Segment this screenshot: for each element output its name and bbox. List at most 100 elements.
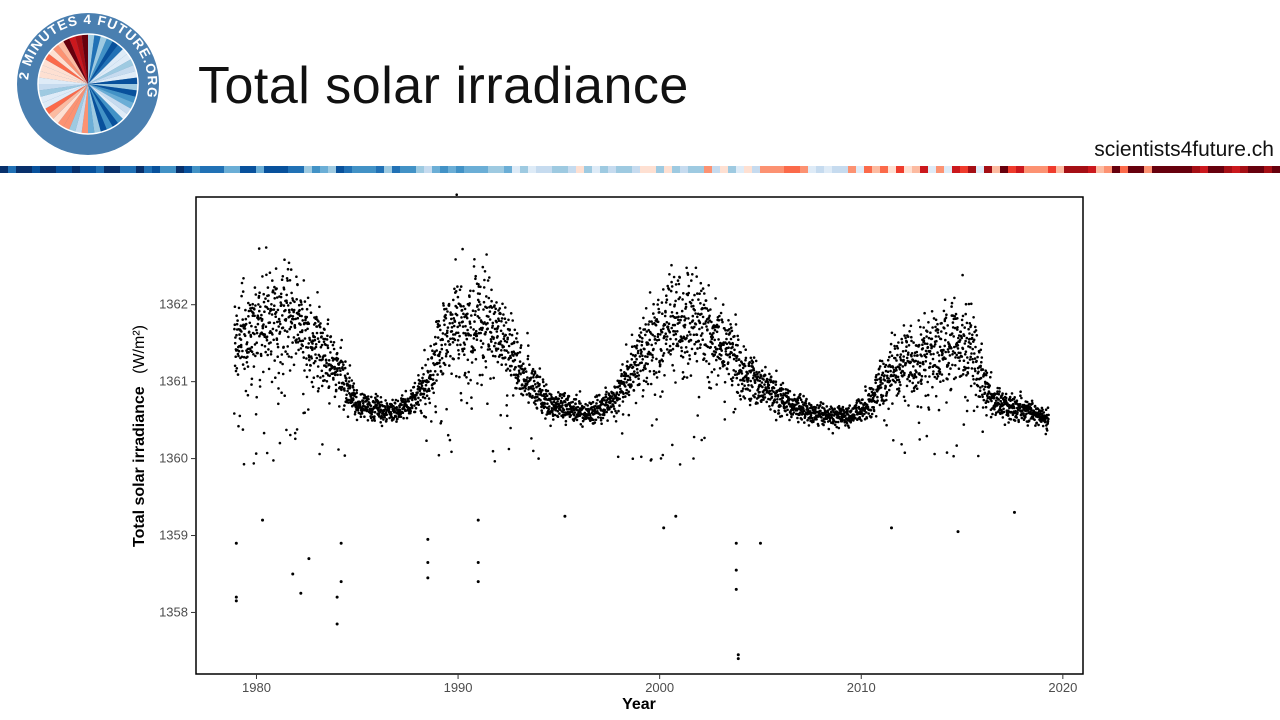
data-point (343, 389, 346, 392)
data-point (867, 392, 871, 396)
data-point (805, 397, 808, 401)
data-point (254, 293, 258, 296)
data-point (737, 383, 740, 387)
data-point (810, 406, 814, 409)
data-point (277, 317, 281, 321)
data-point (699, 334, 703, 337)
data-point (505, 340, 509, 344)
warming-stripe (328, 166, 336, 173)
data-point (675, 290, 678, 294)
data-point (301, 344, 304, 348)
data-point (276, 345, 280, 349)
data-point (769, 408, 772, 411)
data-point (573, 411, 577, 414)
data-point (636, 351, 640, 355)
data-point (931, 372, 935, 376)
data-point (1013, 406, 1016, 410)
data-point (682, 292, 685, 295)
data-point (975, 359, 978, 363)
logo-wedge (38, 84, 88, 97)
data-point (541, 389, 544, 392)
data-point (343, 374, 347, 377)
data-point (756, 372, 759, 376)
data-point (748, 403, 752, 407)
data-point (865, 416, 869, 420)
data-point (928, 349, 932, 353)
data-point (564, 419, 568, 423)
data-point (967, 366, 970, 370)
data-point (603, 410, 606, 414)
data-point (500, 363, 504, 366)
data-point (244, 389, 248, 393)
data-point (300, 314, 303, 318)
data-point (969, 342, 972, 345)
data-point (915, 387, 919, 390)
data-point (233, 412, 236, 415)
data-point (435, 349, 439, 352)
logo-wedge (57, 40, 88, 84)
data-point (461, 247, 464, 251)
data-point (644, 355, 647, 358)
data-point (914, 359, 917, 363)
data-point (562, 411, 565, 414)
data-point (1047, 417, 1050, 421)
data-point (490, 299, 493, 303)
data-point (252, 462, 256, 465)
data-point (910, 352, 914, 355)
data-point (316, 389, 320, 393)
data-point (737, 358, 741, 361)
data-point (785, 405, 789, 408)
data-point (309, 364, 312, 367)
data-point (480, 383, 483, 387)
data-point (736, 334, 739, 338)
data-point (269, 341, 272, 344)
data-point (977, 370, 980, 374)
data-point (499, 312, 502, 316)
data-point (325, 380, 329, 383)
data-point (377, 401, 381, 404)
outlier-point (234, 541, 238, 545)
data-point (650, 458, 653, 461)
data-point (819, 401, 823, 404)
data-point (422, 392, 426, 396)
data-point (488, 276, 491, 279)
data-point (925, 342, 929, 346)
data-point (1006, 414, 1010, 417)
data-point (643, 347, 646, 351)
data-point (561, 416, 565, 419)
data-point (909, 371, 912, 374)
data-point (976, 355, 979, 359)
data-point (869, 408, 873, 412)
data-point (911, 381, 914, 385)
data-point (487, 344, 491, 348)
data-point (458, 324, 462, 327)
data-point (385, 418, 388, 421)
data-point (671, 347, 675, 351)
data-point (336, 373, 339, 377)
data-point (696, 347, 699, 350)
data-point (518, 351, 522, 354)
data-point (902, 355, 905, 358)
data-point (510, 373, 513, 377)
warming-stripe (1176, 166, 1184, 173)
data-point (960, 336, 963, 340)
data-point (472, 289, 475, 293)
outlier-point (234, 595, 238, 599)
data-point (836, 420, 840, 424)
data-point (348, 386, 352, 389)
data-point (952, 335, 955, 338)
data-point (686, 334, 689, 337)
data-point (491, 449, 495, 453)
data-point (641, 337, 644, 340)
data-point (369, 416, 373, 420)
data-point (652, 372, 656, 376)
data-point (756, 401, 759, 405)
data-point (1047, 413, 1050, 417)
warming-stripe (920, 166, 928, 173)
data-point (363, 415, 366, 418)
data-point (651, 356, 655, 359)
data-point (894, 381, 897, 384)
data-point (695, 333, 699, 336)
data-point (970, 302, 973, 306)
data-point (889, 342, 893, 346)
